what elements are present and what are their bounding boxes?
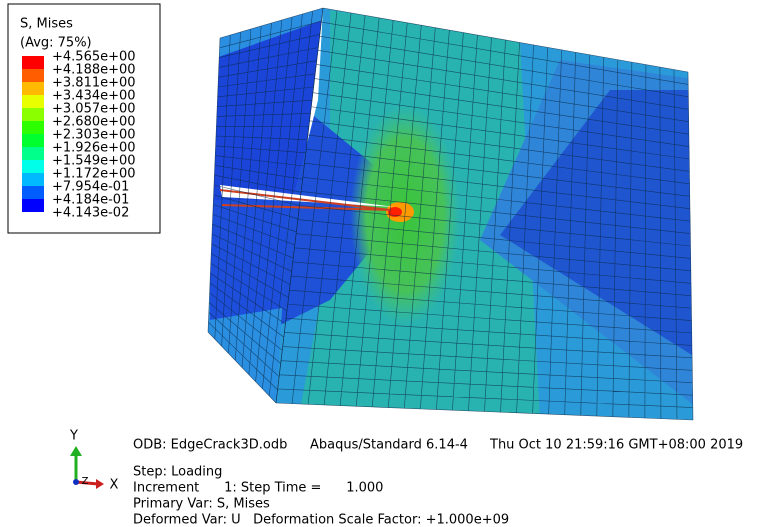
legend-swatch [22, 95, 44, 108]
legend-swatch [22, 173, 44, 186]
legend-swatch [22, 160, 44, 173]
info-date: Thu Oct 10 21:59:16 GMT+08:00 2019 [489, 438, 743, 453]
legend-swatch [22, 134, 44, 147]
triad-x-axis [75, 480, 99, 486]
legend-title: S, Mises [20, 17, 73, 32]
triad-x-arrow [96, 479, 104, 489]
legend-label: +3.057e+00 [52, 102, 136, 117]
triad: Y Z X [69, 429, 119, 493]
legend-swatch [22, 186, 44, 199]
info-line: Increment 1: Step Time = 1.000 [133, 481, 383, 496]
legend-swatch [22, 82, 44, 95]
legend-swatch [22, 121, 44, 134]
legend-label: +3.434e+00 [52, 89, 136, 104]
legend: S, Mises (Avg: 75%) +4.565e+00+4.188e+00… [7, 3, 161, 234]
triad-z-axis [73, 479, 79, 485]
triad-x-label: X [110, 478, 119, 493]
legend-swatch [22, 199, 44, 212]
legend-swatch [22, 108, 44, 121]
triad-z-label: Z [82, 476, 89, 487]
legend-label: +7.954e-01 [52, 180, 129, 195]
legend-label: +4.188e+00 [52, 63, 136, 78]
crack [220, 185, 395, 207]
legend-swatch [22, 69, 44, 82]
info-line: Step: Loading [133, 465, 222, 480]
info-line: Deformed Var: U Deformation Scale Factor… [133, 513, 509, 527]
legend-subtitle: (Avg: 75%) [20, 36, 92, 51]
legend-label: +3.811e+00 [52, 76, 136, 91]
legend-label: +2.303e+00 [52, 128, 136, 143]
legend-label: +4.184e-01 [52, 193, 129, 208]
mesh-lines [207, 7, 324, 404]
legend-swatch [22, 56, 44, 69]
info-block: ODB: EdgeCrack3D.odb Abaqus/Standard 6.1… [133, 438, 743, 527]
legend-label: +1.549e+00 [52, 154, 136, 169]
mesh [207, 7, 694, 421]
info-solver: Abaqus/Standard 6.14-4 [310, 438, 468, 453]
legend-label: +1.926e+00 [52, 141, 136, 156]
triad-y-label: Y [69, 429, 78, 444]
legend-swatch [22, 147, 44, 160]
legend-label: +1.172e+00 [52, 167, 136, 182]
triad-y-arrow [70, 446, 82, 456]
info-odb: ODB: EdgeCrack3D.odb [133, 438, 287, 453]
model [207, 7, 694, 421]
legend-label: +2.680e+00 [52, 115, 136, 130]
legend-label: +4.143e-02 [52, 206, 129, 221]
info-line: Primary Var: S, Mises [133, 497, 270, 512]
legend-items: +4.565e+00+4.188e+00+3.811e+00+3.434e+00… [22, 50, 136, 221]
legend-label: +4.565e+00 [52, 50, 136, 65]
